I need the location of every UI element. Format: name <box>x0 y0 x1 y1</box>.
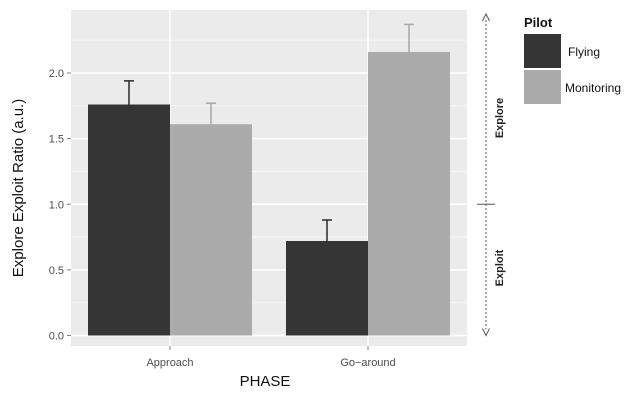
x-tick-label: Go−around <box>340 357 395 369</box>
legend-label-flying: Flying <box>568 45 600 59</box>
x-tick-label: Approach <box>146 357 193 369</box>
bar-flying-1 <box>88 104 170 336</box>
y-axis-title: Explore Exploit Ratio (a.u.) <box>10 99 27 277</box>
bar-monitoring-1 <box>170 124 252 336</box>
annotation-exploit-label: Exploit <box>494 249 506 286</box>
legend: Pilot Flying Monitoring <box>524 15 621 104</box>
legend-label-monitoring: Monitoring <box>565 81 621 95</box>
y-tick-label: 2.0 <box>49 68 64 80</box>
y-tick-label: 0.0 <box>49 331 64 343</box>
y-tick-label: 0.5 <box>49 265 64 277</box>
annotation-arrow-up <box>482 12 490 22</box>
annotation-explore-label: Explore <box>494 98 506 138</box>
x-axis-title: PHASE <box>240 373 291 390</box>
bars <box>88 52 450 336</box>
error-bars <box>124 23 414 241</box>
bar-monitoring-2 <box>368 52 450 336</box>
x-axis: Approach Go−around <box>146 346 396 369</box>
y-axis: 0.0 0.5 1.0 1.5 2.0 <box>49 68 71 343</box>
legend-swatch-monitoring <box>524 70 561 104</box>
explore-exploit-annotation: Explore Exploit <box>477 12 506 337</box>
y-tick-label: 1.0 <box>49 199 64 211</box>
bar-flying-2 <box>286 241 368 336</box>
legend-title: Pilot <box>524 15 553 30</box>
legend-swatch-flying <box>524 34 561 68</box>
y-tick-label: 1.5 <box>49 134 64 146</box>
annotation-arrow-down <box>482 328 490 337</box>
